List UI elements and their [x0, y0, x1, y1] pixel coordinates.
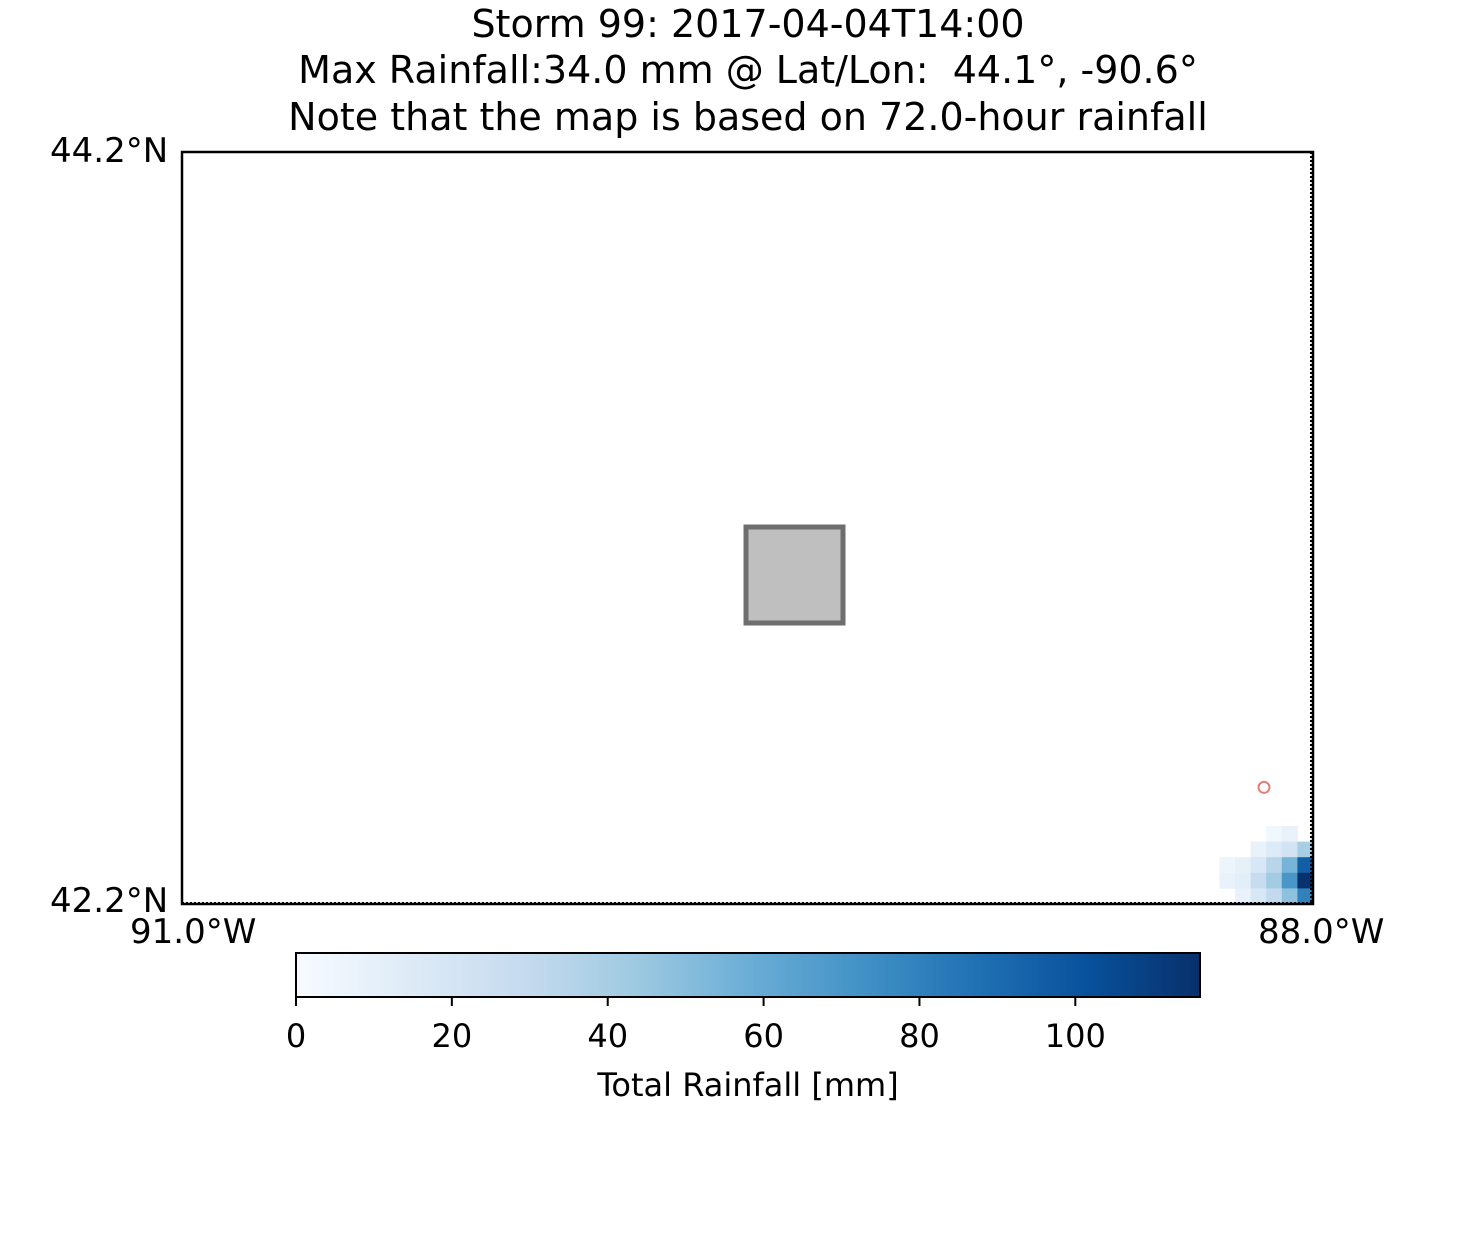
rainfall-cell: [1281, 826, 1298, 842]
colorbar: [295, 952, 1201, 998]
center-marker-box: [743, 524, 846, 626]
lon-label-right: 88.0°W: [1258, 912, 1385, 952]
rainfall-cell: [1219, 872, 1236, 889]
colorbar-tick-label: 0: [285, 1017, 307, 1055]
title-line-2: Max Rainfall:34.0 mm @ Lat/Lon: 44.1°, -…: [298, 48, 1198, 92]
colorbar-tick-label: 20: [431, 1017, 473, 1055]
rainfall-cell: [1250, 888, 1267, 905]
title-line-1: Storm 99: 2017-04-04T14:00: [471, 2, 1025, 46]
colorbar-tick-label: 80: [899, 1017, 940, 1055]
rainfall-cell: [1281, 857, 1298, 874]
colorbar-ticks: [295, 997, 1077, 1006]
rainfall-cell: [1281, 841, 1298, 858]
rainfall-cells: [1219, 826, 1314, 905]
max-rainfall-marker: [1257, 780, 1271, 794]
rainfall-cell: [1235, 872, 1251, 889]
rainfall-cell: [1266, 857, 1283, 874]
rainfall-cell: [1266, 872, 1283, 889]
rainfall-cell: [1250, 872, 1267, 889]
rainfall-cell: [1297, 888, 1314, 905]
lon-label-left: 91.0°W: [130, 912, 257, 952]
rainfall-cell: [1297, 872, 1314, 889]
lat-label-top: 44.2°N: [50, 131, 169, 171]
map-frame: [180, 150, 1315, 906]
title-line-3: Note that the map is based on 72.0-hour …: [288, 95, 1208, 139]
rainfall-cell: [1250, 841, 1267, 858]
rainfall-cell: [1219, 857, 1236, 874]
rainfall-cell: [1297, 857, 1314, 874]
rainfall-cell: [1266, 888, 1283, 905]
lat-label-bottom: 42.2°N: [50, 881, 169, 921]
rainfall-cell: [1250, 857, 1267, 874]
rainfall-cell: [1235, 888, 1251, 905]
colorbar-tick-label: 100: [1044, 1017, 1106, 1055]
rainfall-cell: [1266, 841, 1283, 858]
rainfall-cell: [1266, 826, 1283, 842]
colorbar-label: Total Rainfall [mm]: [597, 1066, 899, 1104]
rainfall-cell: [1281, 872, 1298, 889]
colorbar-tick-label: 40: [587, 1017, 629, 1055]
rainfall-cell: [1297, 841, 1314, 858]
rainfall-cell: [1235, 857, 1251, 874]
rainfall-cell: [1281, 888, 1298, 905]
colorbar-tick-label: 60: [743, 1017, 784, 1055]
